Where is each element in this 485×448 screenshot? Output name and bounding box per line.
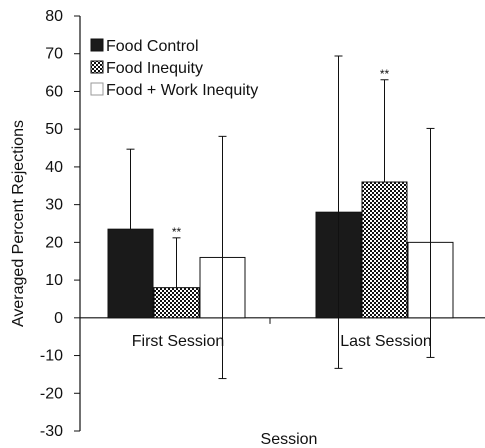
- annotations: ** **: [172, 67, 390, 239]
- category-labels: First Session Last Session: [132, 333, 432, 350]
- legend-label: Food + Work Inequity: [106, 82, 258, 99]
- legend-swatch: [90, 82, 104, 96]
- y-tick-label: 40: [45, 159, 63, 176]
- bars: [107, 181, 454, 319]
- significance-marker: **: [172, 225, 182, 239]
- x-category-label: Last Session: [340, 333, 432, 350]
- x-category-label: First Session: [132, 333, 224, 350]
- y-tick-label: 60: [45, 83, 63, 100]
- axes: [74, 15, 485, 432]
- y-tick-labels: -30 -20 -10 0 10 20 30 40 50 60 70 80: [40, 8, 63, 440]
- y-tick-label: 0: [54, 310, 63, 327]
- y-tick-label: 80: [45, 8, 63, 25]
- bar: [153, 287, 200, 319]
- legend-swatch: [90, 60, 104, 74]
- y-tick-label: -20: [40, 385, 63, 402]
- significance-marker: **: [380, 67, 390, 81]
- y-tick-label: -30: [40, 423, 63, 440]
- y-tick-label: 70: [45, 46, 63, 63]
- x-axis-title: Session: [261, 431, 318, 448]
- y-axis-title: Averaged Percent Rejections: [10, 120, 27, 327]
- y-tick-label: 10: [45, 272, 63, 289]
- bar: [361, 181, 408, 319]
- y-tick-label: 30: [45, 197, 63, 214]
- legend: Food Control Food Inequity Food + Work Ine…: [90, 38, 258, 99]
- y-tick-label: 50: [45, 121, 63, 138]
- legend-label: Food Inequity: [106, 60, 203, 77]
- y-tick-label: -10: [40, 348, 63, 365]
- bar: [107, 228, 154, 319]
- legend-label: Food Control: [106, 38, 199, 55]
- legend-swatch: [90, 38, 104, 52]
- y-tick-label: 20: [45, 234, 63, 251]
- error-bars: [126, 55, 435, 380]
